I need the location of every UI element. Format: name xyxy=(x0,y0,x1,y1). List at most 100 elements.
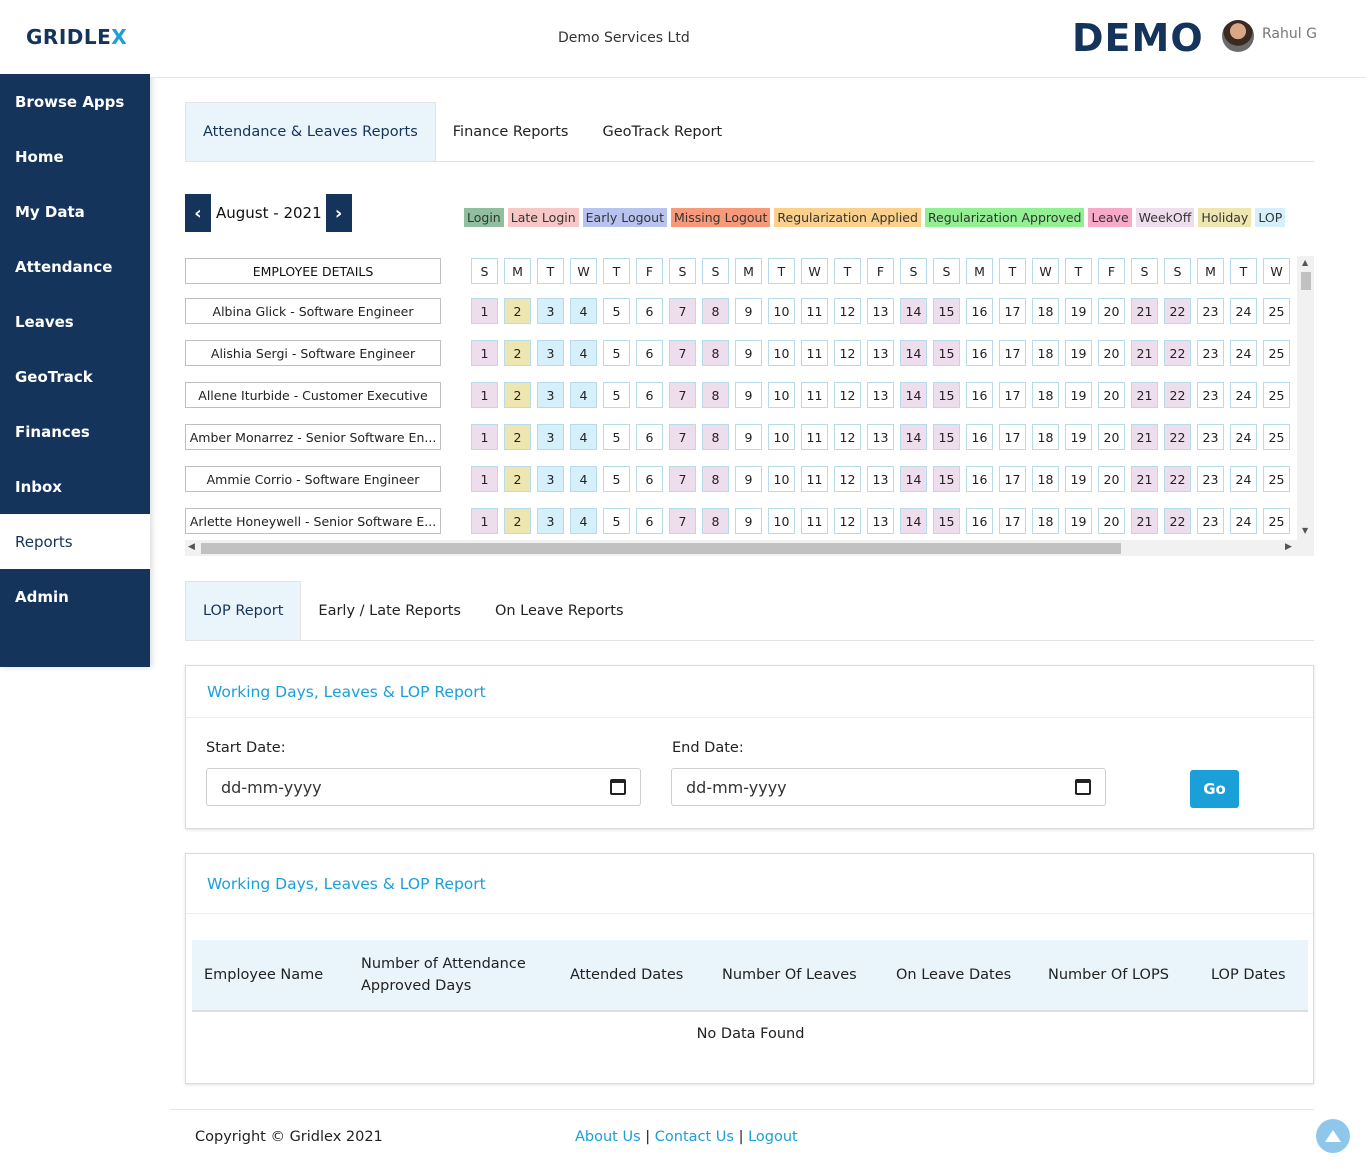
day-cell[interactable]: 17 xyxy=(999,382,1026,408)
day-cell[interactable]: 13 xyxy=(867,340,894,366)
day-cell[interactable]: 13 xyxy=(867,382,894,408)
day-cell[interactable]: 21 xyxy=(1131,340,1158,366)
scroll-down-icon[interactable]: ▼ xyxy=(1302,526,1309,535)
scroll-to-top-button[interactable] xyxy=(1316,1119,1350,1153)
day-cell[interactable]: 20 xyxy=(1098,424,1125,450)
user-name[interactable]: Rahul G xyxy=(1262,26,1317,42)
employee-name-cell[interactable]: Alishia Sergi - Software Engineer xyxy=(185,340,441,366)
footer-link-logout[interactable]: Logout xyxy=(748,1129,798,1145)
day-cell[interactable]: 3 xyxy=(537,424,564,450)
column-header-number-of-leaves[interactable]: Number Of Leaves xyxy=(722,967,857,983)
day-cell[interactable]: 20 xyxy=(1098,508,1125,534)
day-cell[interactable]: 10 xyxy=(768,508,795,534)
day-cell[interactable]: 13 xyxy=(867,424,894,450)
column-header-number-of-lops[interactable]: Number Of LOPS xyxy=(1048,967,1169,983)
vertical-scrollbar[interactable]: ▲ ▼ xyxy=(1297,256,1314,540)
day-cell[interactable]: 23 xyxy=(1197,424,1224,450)
day-cell[interactable]: 8 xyxy=(702,466,729,492)
day-cell[interactable]: 25 xyxy=(1263,508,1290,534)
sidebar-item-reports[interactable]: Reports xyxy=(0,514,150,569)
day-cell[interactable]: 5 xyxy=(603,382,630,408)
day-cell[interactable]: 13 xyxy=(867,298,894,324)
day-cell[interactable]: 11 xyxy=(801,298,828,324)
day-cell[interactable]: 24 xyxy=(1230,382,1257,408)
day-cell[interactable]: 6 xyxy=(636,508,663,534)
day-cell[interactable]: 15 xyxy=(933,340,960,366)
day-cell[interactable]: 11 xyxy=(801,424,828,450)
day-cell[interactable]: 11 xyxy=(801,466,828,492)
day-cell[interactable]: 14 xyxy=(900,424,927,450)
day-cell[interactable]: 21 xyxy=(1131,466,1158,492)
day-cell[interactable]: 19 xyxy=(1065,382,1092,408)
day-cell[interactable]: 8 xyxy=(702,298,729,324)
sidebar-item-admin[interactable]: Admin xyxy=(15,587,69,606)
day-cell[interactable]: 3 xyxy=(537,466,564,492)
day-cell[interactable]: 4 xyxy=(570,508,597,534)
day-cell[interactable]: 25 xyxy=(1263,424,1290,450)
day-cell[interactable]: 2 xyxy=(504,508,531,534)
day-cell[interactable]: 3 xyxy=(537,340,564,366)
day-cell[interactable]: 22 xyxy=(1164,508,1191,534)
day-cell[interactable]: 19 xyxy=(1065,466,1092,492)
day-cell[interactable]: 2 xyxy=(504,298,531,324)
day-cell[interactable]: 15 xyxy=(933,382,960,408)
day-cell[interactable]: 5 xyxy=(603,298,630,324)
footer-link-contact-us[interactable]: Contact Us xyxy=(654,1129,734,1145)
day-cell[interactable]: 7 xyxy=(669,508,696,534)
column-header-number-of-attendance-approved-days[interactable]: Number of Attendance Approved Days xyxy=(361,956,526,994)
day-cell[interactable]: 24 xyxy=(1230,466,1257,492)
day-cell[interactable]: 18 xyxy=(1032,466,1059,492)
day-cell[interactable]: 9 xyxy=(735,382,762,408)
day-cell[interactable]: 1 xyxy=(471,424,498,450)
day-cell[interactable]: 6 xyxy=(636,298,663,324)
sidebar-item-home[interactable]: Home xyxy=(15,147,64,166)
day-cell[interactable]: 24 xyxy=(1230,508,1257,534)
day-cell[interactable]: 10 xyxy=(768,382,795,408)
day-cell[interactable]: 15 xyxy=(933,466,960,492)
day-cell[interactable]: 9 xyxy=(735,466,762,492)
tab-attendance-leaves-reports[interactable]: Attendance & Leaves Reports xyxy=(185,102,436,161)
day-cell[interactable]: 1 xyxy=(471,298,498,324)
day-cell[interactable]: 22 xyxy=(1164,298,1191,324)
day-cell[interactable]: 24 xyxy=(1230,424,1257,450)
day-cell[interactable]: 4 xyxy=(570,424,597,450)
day-cell[interactable]: 14 xyxy=(900,382,927,408)
day-cell[interactable]: 1 xyxy=(471,466,498,492)
employee-name-cell[interactable]: Amber Monarrez - Senior Software En... xyxy=(185,424,441,450)
day-cell[interactable]: 2 xyxy=(504,340,531,366)
day-cell[interactable]: 10 xyxy=(768,466,795,492)
day-cell[interactable]: 25 xyxy=(1263,382,1290,408)
day-cell[interactable]: 16 xyxy=(966,466,993,492)
day-cell[interactable]: 12 xyxy=(834,298,861,324)
day-cell[interactable]: 19 xyxy=(1065,424,1092,450)
day-cell[interactable]: 16 xyxy=(966,508,993,534)
day-cell[interactable]: 4 xyxy=(570,340,597,366)
day-cell[interactable]: 5 xyxy=(603,508,630,534)
day-cell[interactable]: 4 xyxy=(570,298,597,324)
day-cell[interactable]: 18 xyxy=(1032,382,1059,408)
day-cell[interactable]: 10 xyxy=(768,298,795,324)
day-cell[interactable]: 6 xyxy=(636,382,663,408)
day-cell[interactable]: 20 xyxy=(1098,466,1125,492)
day-cell[interactable]: 21 xyxy=(1131,382,1158,408)
day-cell[interactable]: 24 xyxy=(1230,298,1257,324)
user-avatar[interactable] xyxy=(1222,20,1254,52)
day-cell[interactable]: 2 xyxy=(504,382,531,408)
sidebar-item-leaves[interactable]: Leaves xyxy=(15,312,74,331)
column-header-lop-dates[interactable]: LOP Dates xyxy=(1211,967,1286,983)
sidebar-item-my-data[interactable]: My Data xyxy=(15,202,85,221)
sidebar-item-attendance[interactable]: Attendance xyxy=(15,257,113,276)
horizontal-scrollbar[interactable]: ◀ ▶ xyxy=(185,540,1314,556)
day-cell[interactable]: 12 xyxy=(834,340,861,366)
day-cell[interactable]: 9 xyxy=(735,298,762,324)
day-cell[interactable]: 1 xyxy=(471,508,498,534)
day-cell[interactable]: 18 xyxy=(1032,298,1059,324)
scroll-left-icon[interactable]: ◀ xyxy=(188,542,195,552)
day-cell[interactable]: 25 xyxy=(1263,340,1290,366)
day-cell[interactable]: 17 xyxy=(999,298,1026,324)
day-cell[interactable]: 6 xyxy=(636,424,663,450)
employee-name-cell[interactable]: Arlette Honeywell - Senior Software E... xyxy=(185,508,441,534)
day-cell[interactable]: 23 xyxy=(1197,340,1224,366)
sidebar-item-geotrack[interactable]: GeoTrack xyxy=(15,367,93,386)
day-cell[interactable]: 6 xyxy=(636,340,663,366)
